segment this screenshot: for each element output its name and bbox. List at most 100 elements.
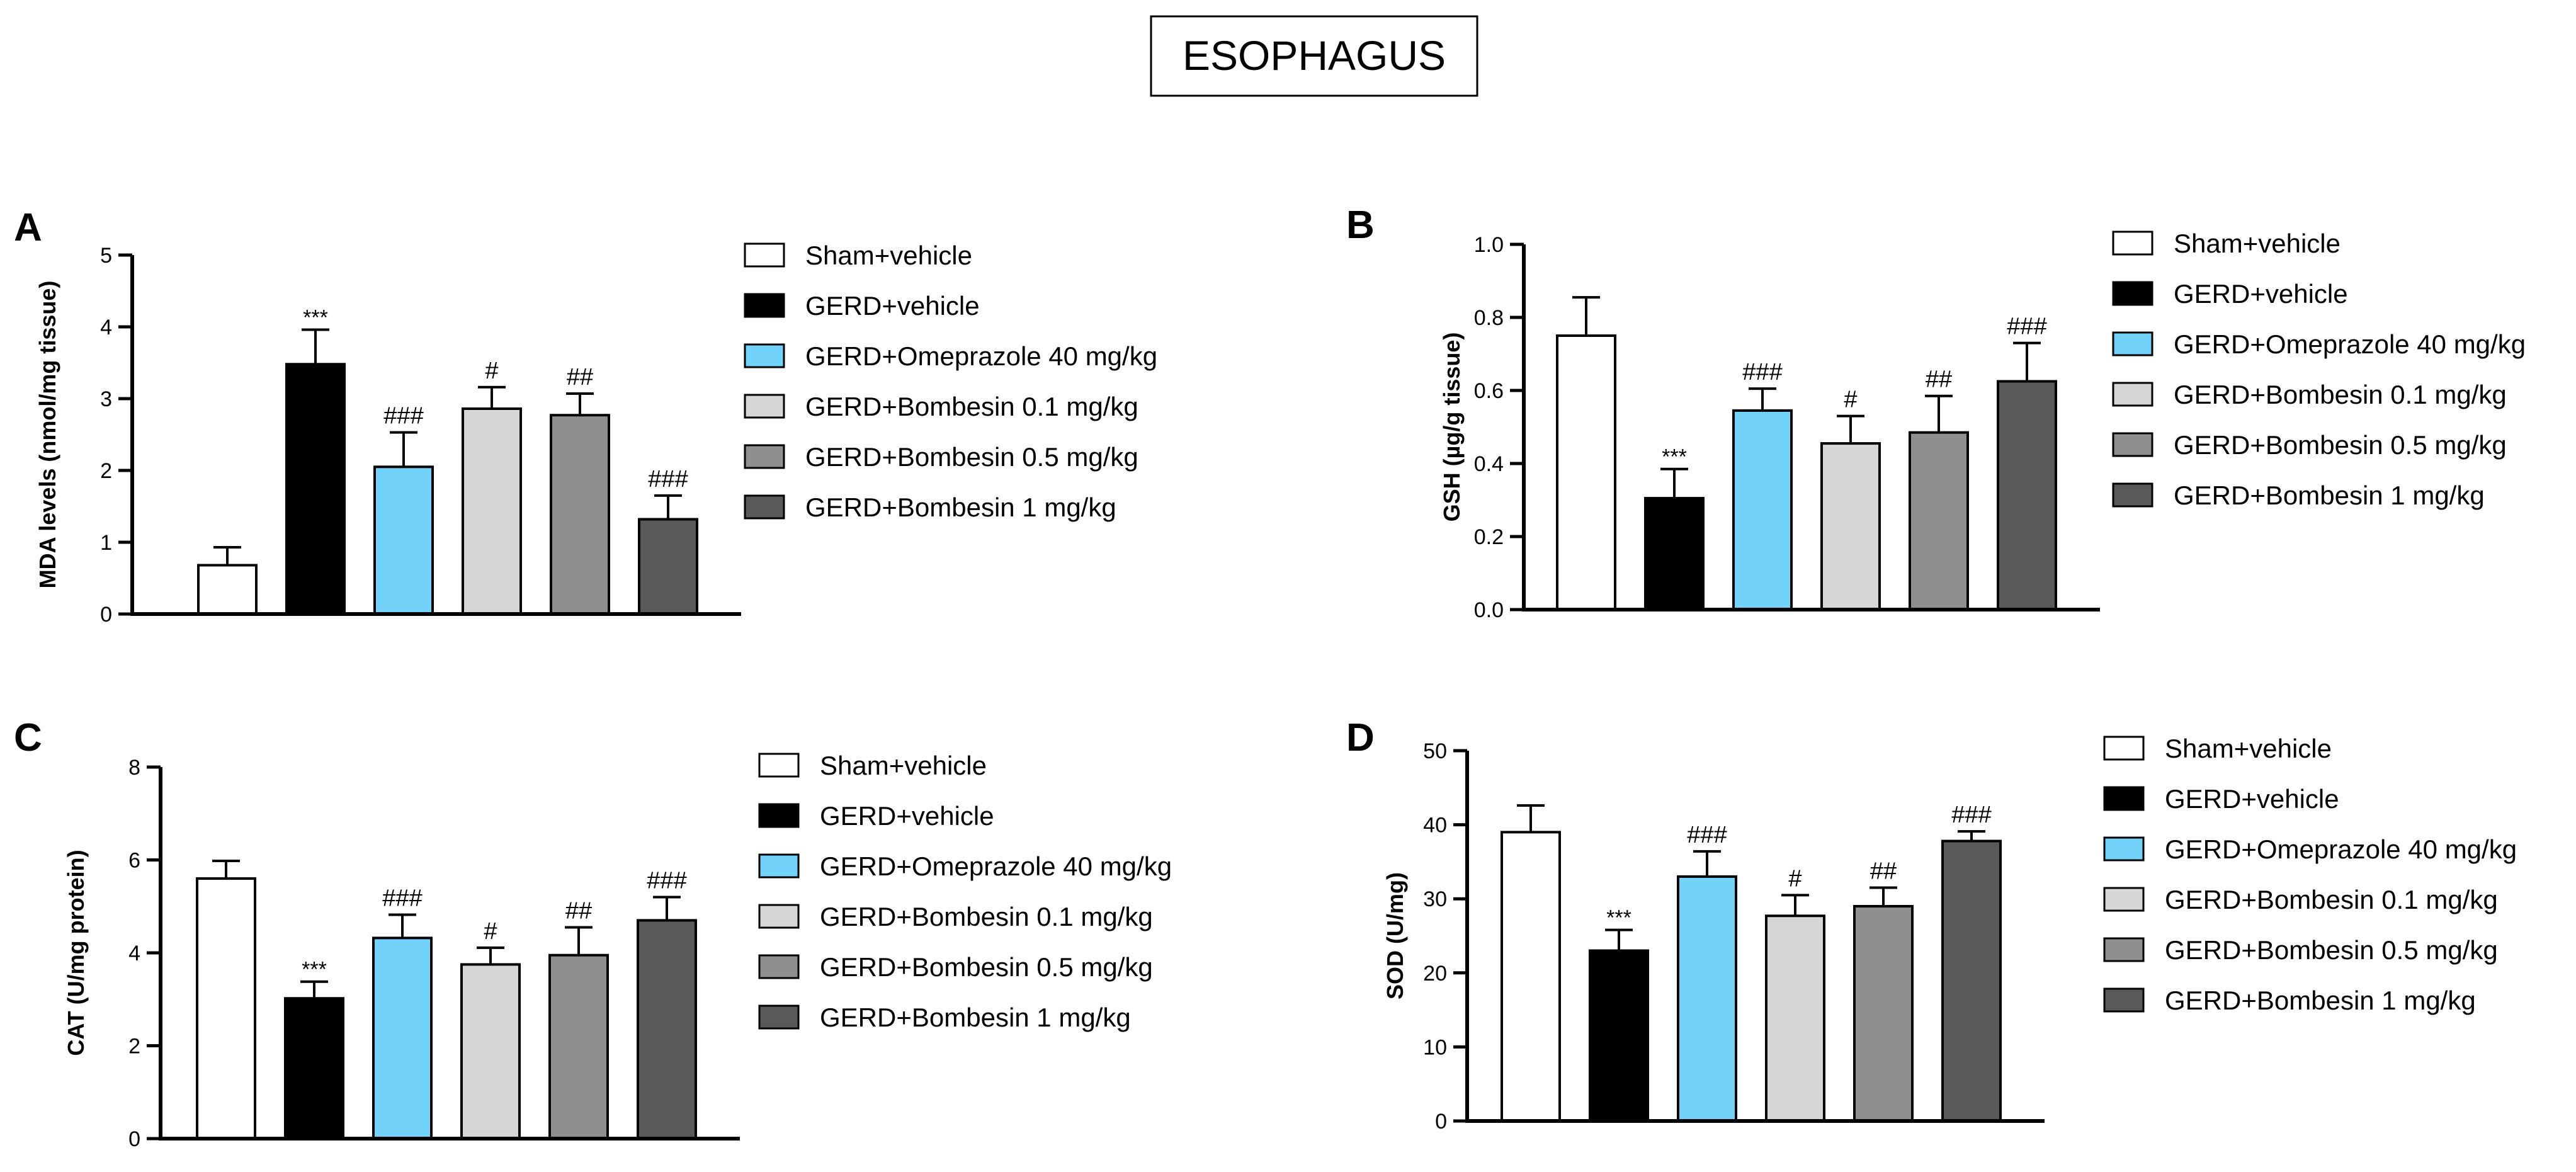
significance-label-b-2: *** [1662, 445, 1687, 469]
significance-label-d-2: *** [1606, 906, 1631, 930]
y-tick-label-a: 3 [100, 387, 112, 411]
legend-label-d-5: GERD+Bombesin 0.5 mg/kg [2165, 935, 2498, 965]
legend-a: Sham+vehicle GERD+vehicle GERD+Omeprazole … [744, 241, 1157, 522]
bar-b-1 [1556, 334, 1616, 611]
legend-label-b-3: GERD+Omeprazole 40 mg/kg [2174, 329, 2526, 359]
legend-label-b-2: GERD+vehicle [2174, 279, 2348, 309]
bar-b-2 [1644, 497, 1705, 611]
significance-label-d-6: ### [1951, 802, 1991, 828]
significance-label-a-3: ### [383, 403, 423, 430]
panel-letter-a: A [14, 206, 42, 249]
bar-b-5 [1909, 431, 1969, 611]
legend-label-d-2: GERD+vehicle [2165, 784, 2339, 814]
significance-label-b-5: ## [1926, 367, 1952, 393]
y-tick-label-c: 6 [128, 849, 140, 873]
bar-d-2 [1589, 949, 1649, 1123]
legend-d: Sham+vehicle GERD+vehicle GERD+Omeprazole … [2103, 734, 2517, 1015]
legend-swatch-d-5 [2103, 937, 2145, 962]
chart-panel-b: B 0.0 0.2 0.4 0.6 0.8 1.0 GSH (µg/g tissue) *** #… [1346, 203, 2526, 622]
bar-a-6 [638, 518, 698, 616]
significance-label-c-5: ## [565, 897, 592, 924]
legend-swatch-a-1 [744, 242, 785, 268]
bar-d-6 [1941, 839, 2002, 1123]
legend-label-b-6: GERD+Bombesin 1 mg/kg [2174, 481, 2485, 510]
bar-d-4 [1765, 914, 1825, 1123]
legend-swatch-a-4 [744, 394, 785, 419]
bar-d-1 [1501, 831, 1561, 1122]
legend-label-c-2: GERD+vehicle [820, 801, 994, 831]
significance-label-c-6: ### [647, 868, 686, 894]
y-tick-label-d: 10 [1423, 1035, 1447, 1059]
y-tick-label-b: 0.6 [1474, 379, 1504, 403]
y-tick-label-d: 30 [1423, 887, 1447, 911]
legend-label-b-4: GERD+Bombesin 0.1 mg/kg [2174, 380, 2507, 409]
legend-swatch-b-3 [2112, 331, 2153, 356]
y-tick-label-d: 50 [1423, 739, 1447, 763]
y-axis-label-b: GSH (µg/g tissue) [1439, 333, 1465, 522]
legend-label-a-4: GERD+Bombesin 0.1 mg/kg [805, 392, 1138, 421]
significance-label-a-2: *** [303, 306, 328, 330]
y-axis-label-c: CAT (U/mg protein) [63, 850, 89, 1055]
significance-label-d-4: # [1788, 865, 1801, 892]
bar-d-5 [1853, 904, 1914, 1122]
legend-swatch-c-4 [758, 904, 800, 929]
legend-swatch-c-6 [758, 1004, 800, 1030]
y-tick-label-a: 5 [100, 244, 112, 268]
legend-swatch-b-4 [2112, 382, 2153, 407]
legend-label-d-3: GERD+Omeprazole 40 mg/kg [2165, 834, 2517, 864]
y-tick-label-c: 2 [128, 1035, 140, 1059]
legend-label-c-4: GERD+Bombesin 0.1 mg/kg [820, 902, 1153, 931]
y-tick-label-a: 4 [100, 316, 112, 339]
legend-label-a-6: GERD+Bombesin 1 mg/kg [805, 492, 1116, 522]
bar-b-4 [1820, 442, 1881, 611]
y-tick-label-b: 0.4 [1474, 452, 1504, 476]
significance-label-b-6: ### [2007, 314, 2046, 340]
panel-letter-d: D [1346, 716, 1375, 760]
legend-label-a-1: Sham+vehicle [805, 241, 972, 270]
bar-c-1 [196, 877, 256, 1140]
legend-swatch-d-2 [2103, 786, 2145, 811]
y-tick-label-a: 2 [100, 459, 112, 483]
legend-swatch-c-3 [758, 853, 800, 879]
legend-swatch-d-6 [2103, 987, 2145, 1013]
legend-swatch-d-3 [2103, 836, 2145, 862]
significance-label-b-4: # [1844, 387, 1857, 413]
y-tick-label-d: 20 [1423, 962, 1447, 986]
legend-swatch-b-2 [2112, 281, 2153, 306]
bar-c-6 [637, 919, 697, 1140]
y-tick-label-b: 1.0 [1474, 233, 1504, 257]
panel-letter-c: C [14, 716, 42, 760]
y-tick-label-c: 8 [128, 756, 140, 780]
legend-label-d-6: GERD+Bombesin 1 mg/kg [2165, 986, 2476, 1015]
legend-swatch-b-5 [2112, 432, 2153, 457]
legend-label-c-6: GERD+Bombesin 1 mg/kg [820, 1003, 1131, 1032]
legend-label-d-4: GERD+Bombesin 0.1 mg/kg [2165, 885, 2498, 914]
significance-label-b-3: ### [1742, 359, 1782, 385]
significance-label-c-4: # [484, 918, 497, 945]
legend-swatch-a-5 [744, 444, 785, 469]
panel-letter-b: B [1346, 203, 1375, 247]
bar-a-2 [285, 363, 346, 616]
legend-label-b-1: Sham+vehicle [2174, 229, 2341, 258]
bar-a-5 [550, 414, 610, 615]
legend-label-a-3: GERD+Omeprazole 40 mg/kg [805, 341, 1157, 371]
y-tick-label-d: 0 [1435, 1110, 1447, 1134]
y-tick-label-c: 0 [128, 1127, 140, 1151]
bar-c-3 [372, 936, 433, 1141]
y-axis-label-d: SOD (U/mg) [1382, 872, 1408, 999]
legend-swatch-a-3 [744, 343, 785, 368]
y-axis-label-a: MDA levels (nmol/mg tissue) [35, 281, 60, 589]
y-tick-label-a: 1 [100, 531, 112, 555]
y-tick-label-a: 0 [100, 603, 112, 627]
legend-label-c-3: GERD+Omeprazole 40 mg/kg [820, 851, 1172, 881]
legend-swatch-d-1 [2103, 736, 2145, 761]
y-tick-label-b: 0.8 [1474, 306, 1504, 330]
legend-swatch-b-6 [2112, 482, 2153, 508]
legend-label-b-5: GERD+Bombesin 0.5 mg/kg [2174, 430, 2507, 460]
figure-title-box [1150, 15, 1478, 97]
legend-label-c-5: GERD+Bombesin 0.5 mg/kg [820, 952, 1153, 982]
legend-label-d-1: Sham+vehicle [2165, 734, 2332, 763]
bar-b-6 [1997, 380, 2057, 611]
bar-c-2 [284, 997, 344, 1141]
